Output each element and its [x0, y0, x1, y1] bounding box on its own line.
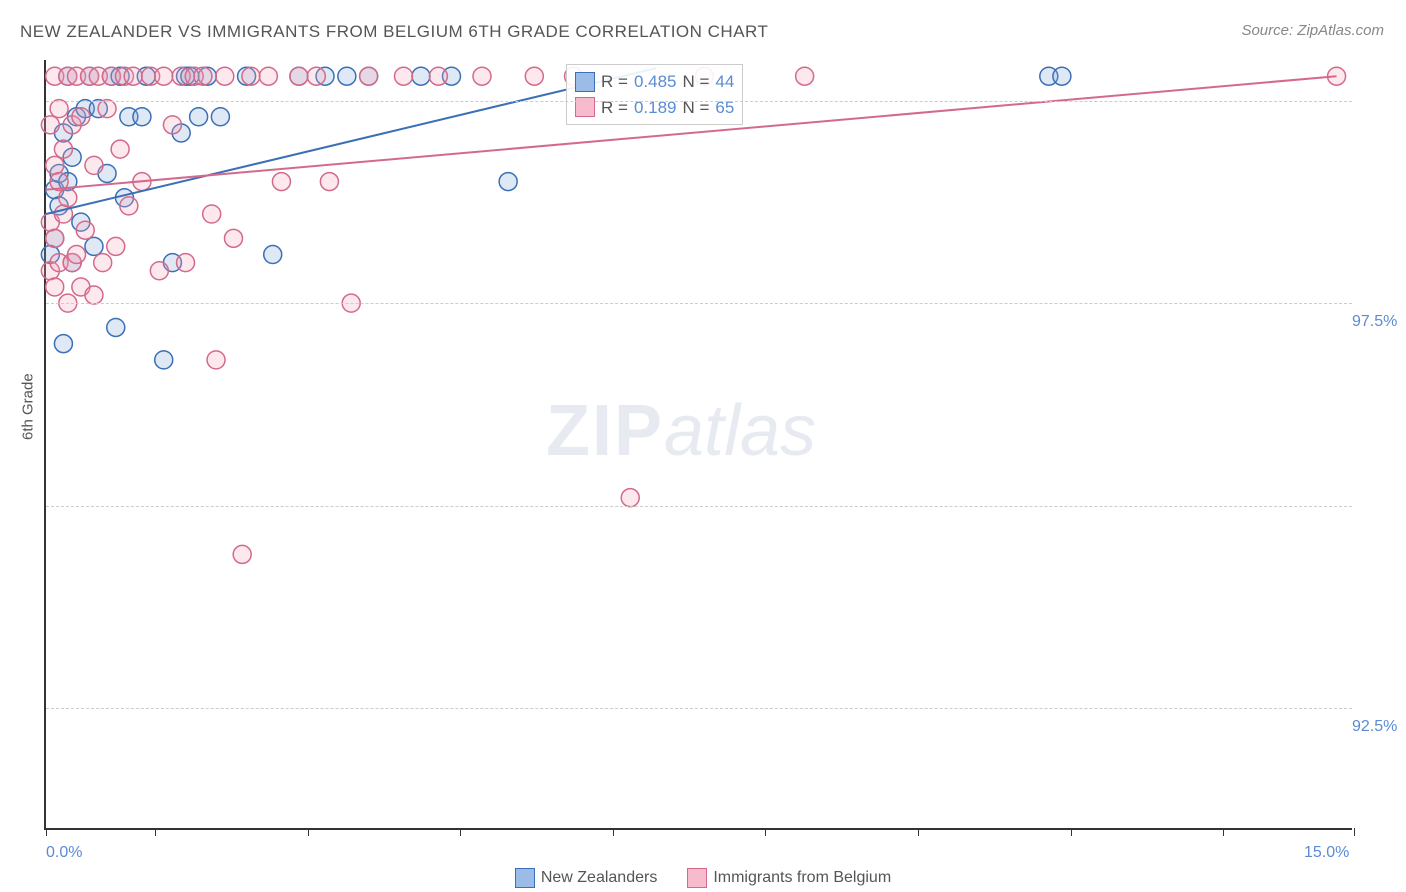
data-point	[525, 67, 543, 85]
data-point	[54, 140, 72, 158]
data-point	[621, 489, 639, 507]
stats-row-be: R = 0.189 N = 65	[575, 95, 734, 121]
data-point	[412, 67, 430, 85]
data-point	[46, 229, 64, 247]
data-point	[94, 254, 112, 272]
data-point	[473, 67, 491, 85]
data-point	[360, 67, 378, 85]
r-value-nz: 0.485	[634, 69, 677, 95]
data-point	[190, 108, 208, 126]
legend-swatch-nz	[515, 868, 535, 888]
legend-label-nz: New Zealanders	[541, 869, 658, 887]
data-point	[150, 262, 168, 280]
data-point	[233, 545, 251, 563]
gridline-h	[46, 303, 1352, 304]
data-point	[50, 100, 68, 118]
gridline-h	[46, 506, 1352, 507]
data-point	[54, 335, 72, 353]
data-point	[203, 205, 221, 223]
gridline-h	[46, 101, 1352, 102]
data-point	[155, 351, 173, 369]
y-axis-title: 6th Grade	[20, 373, 37, 440]
data-point	[76, 221, 94, 239]
data-point	[211, 108, 229, 126]
x-tick	[155, 828, 156, 836]
legend-item-be: Immigrants from Belgium	[687, 868, 891, 888]
data-point	[796, 67, 814, 85]
data-point	[1053, 67, 1071, 85]
data-point	[194, 67, 212, 85]
data-point	[290, 67, 308, 85]
data-point	[120, 197, 138, 215]
data-point	[85, 156, 103, 174]
data-point	[124, 67, 142, 85]
data-point	[155, 67, 173, 85]
stats-legend-box: R = 0.485 N = 44 R = 0.189 N = 65	[566, 64, 743, 125]
x-tick	[308, 828, 309, 836]
data-point	[272, 173, 290, 191]
data-point	[338, 67, 356, 85]
data-point	[111, 140, 129, 158]
data-point	[98, 100, 116, 118]
data-point	[85, 237, 103, 255]
n-value-be: 65	[715, 95, 734, 121]
data-point	[68, 246, 86, 264]
r-prefix: R =	[601, 95, 628, 121]
n-prefix: N =	[682, 95, 709, 121]
plot-area: ZIPatlas R = 0.485 N = 44 R = 0.189 N = …	[44, 60, 1352, 830]
r-value-be: 0.189	[634, 95, 677, 121]
data-point	[46, 278, 64, 296]
x-tick	[46, 828, 47, 836]
stats-swatch-nz	[575, 72, 595, 92]
data-point	[207, 351, 225, 369]
r-prefix: R =	[601, 69, 628, 95]
x-tick	[765, 828, 766, 836]
data-point	[177, 254, 195, 272]
data-point	[395, 67, 413, 85]
data-point	[216, 67, 234, 85]
x-tick	[460, 828, 461, 836]
chart-title: NEW ZEALANDER VS IMMIGRANTS FROM BELGIUM…	[20, 22, 768, 42]
data-point	[59, 189, 77, 207]
n-prefix: N =	[682, 69, 709, 95]
data-point	[264, 246, 282, 264]
y-tick-label: 97.5%	[1352, 313, 1397, 331]
data-point	[46, 156, 64, 174]
source-attribution: Source: ZipAtlas.com	[1241, 22, 1384, 39]
data-point	[224, 229, 242, 247]
data-point	[242, 67, 260, 85]
data-point	[133, 108, 151, 126]
data-point	[107, 318, 125, 336]
data-point	[163, 116, 181, 134]
data-point	[85, 286, 103, 304]
data-point	[259, 67, 277, 85]
chart-svg	[46, 60, 1352, 828]
x-tick	[1354, 828, 1355, 836]
gridline-h	[46, 708, 1352, 709]
data-point	[107, 237, 125, 255]
data-point	[307, 67, 325, 85]
x-tick	[1071, 828, 1072, 836]
legend-label-be: Immigrants from Belgium	[713, 869, 891, 887]
x-tick-label-max: 15.0%	[1304, 844, 1349, 862]
x-tick-label-min: 0.0%	[46, 844, 82, 862]
legend-item-nz: New Zealanders	[515, 868, 658, 888]
x-tick	[1223, 828, 1224, 836]
x-tick	[613, 828, 614, 836]
y-tick-label: 92.5%	[1352, 718, 1397, 736]
regression-line	[46, 68, 656, 214]
data-point	[320, 173, 338, 191]
x-tick	[918, 828, 919, 836]
stats-row-nz: R = 0.485 N = 44	[575, 69, 734, 95]
data-point	[429, 67, 447, 85]
bottom-legend: New Zealanders Immigrants from Belgium	[0, 868, 1406, 888]
data-point	[499, 173, 517, 191]
data-point	[72, 108, 90, 126]
data-point	[41, 116, 59, 134]
legend-swatch-be	[687, 868, 707, 888]
n-value-nz: 44	[715, 69, 734, 95]
